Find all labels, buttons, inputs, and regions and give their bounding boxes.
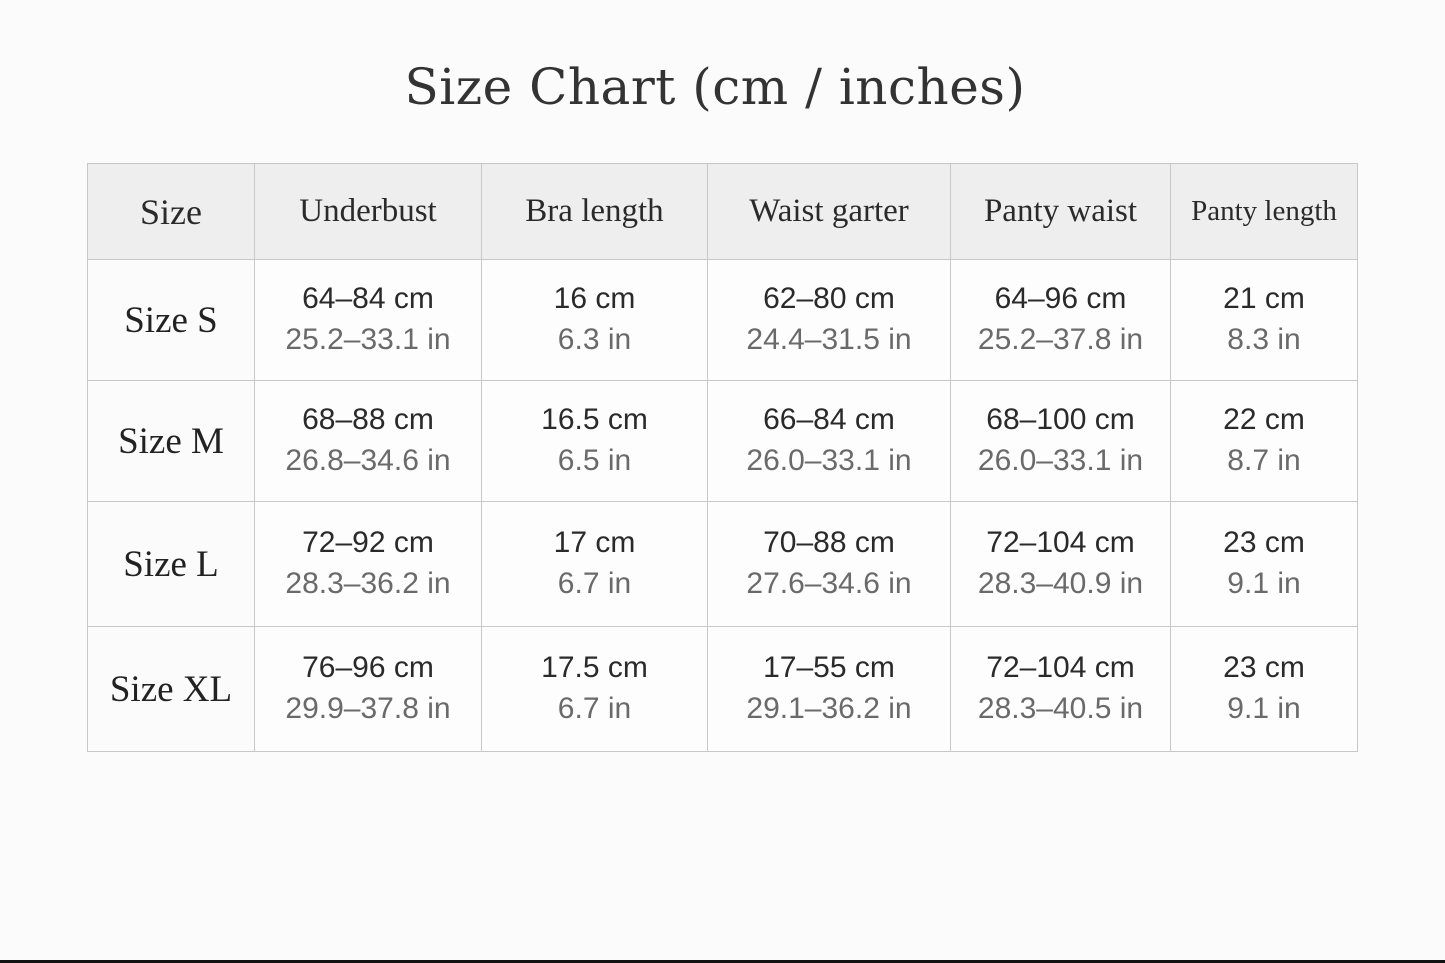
cm-value: 16.5 cm	[541, 403, 648, 436]
inch-value: 8.7 in	[1227, 444, 1301, 477]
measurement-cell: 64–84 cm 25.2–33.1 in	[254, 259, 482, 381]
page-title: Size Chart (cm / inches)	[404, 58, 1026, 116]
header-size: Size	[87, 163, 255, 260]
measurement-cell: 66–84 cm 26.0–33.1 in	[707, 380, 951, 502]
measurement-cell: 72–104 cm 28.3–40.9 in	[950, 501, 1171, 627]
header-panty-length: Panty length	[1170, 163, 1358, 260]
cm-value: 68–88 cm	[302, 403, 434, 436]
cm-value: 76–96 cm	[302, 651, 434, 684]
cm-value: 72–92 cm	[302, 526, 434, 559]
inch-value: 29.1–36.2 in	[746, 692, 912, 725]
measurement-cell: 76–96 cm 29.9–37.8 in	[254, 626, 482, 752]
cm-value: 23 cm	[1223, 651, 1305, 684]
inch-value: 26.0–33.1 in	[746, 444, 912, 477]
inch-value: 6.5 in	[557, 444, 632, 477]
cm-value: 17–55 cm	[763, 651, 895, 684]
cm-value: 17 cm	[553, 526, 636, 559]
size-label: Size M	[87, 380, 255, 502]
inch-value: 25.2–33.1 in	[285, 323, 451, 356]
cm-value: 17.5 cm	[541, 651, 648, 684]
measurement-cell: 23 cm 9.1 in	[1170, 626, 1358, 752]
measurement-cell: 22 cm 8.7 in	[1170, 380, 1358, 502]
cm-value: 64–96 cm	[994, 282, 1127, 315]
size-label: Size XL	[87, 626, 255, 752]
size-chart-table: Size Underbust Bra length Waist garter P…	[87, 163, 1358, 752]
measurement-cell: 21 cm 8.3 in	[1170, 259, 1358, 381]
inch-value: 9.1 in	[1227, 567, 1301, 600]
bottom-border	[0, 960, 1445, 963]
inch-value: 25.2–37.8 in	[977, 323, 1144, 356]
cm-value: 66–84 cm	[763, 403, 895, 436]
header-row: Size Underbust Bra length Waist garter P…	[87, 163, 1358, 260]
measurement-cell: 62–80 cm 24.4–31.5 in	[707, 259, 951, 381]
inch-value: 26.8–34.6 in	[285, 444, 451, 477]
cm-value: 22 cm	[1223, 403, 1305, 436]
cm-value: 64–84 cm	[302, 282, 434, 315]
cm-value: 68–100 cm	[986, 403, 1135, 436]
inch-value: 27.6–34.6 in	[746, 567, 912, 600]
measurement-cell: 72–92 cm 28.3–36.2 in	[254, 501, 482, 627]
measurement-cell: 64–96 cm 25.2–37.8 in	[950, 259, 1171, 381]
inch-value: 9.1 in	[1227, 692, 1301, 725]
inch-value: 29.9–37.8 in	[285, 692, 451, 725]
inch-value: 24.4–31.5 in	[746, 323, 912, 356]
header-panty-waist: Panty waist	[950, 163, 1171, 260]
header-waist-garter: Waist garter	[707, 163, 951, 260]
header-bra-length: Bra length	[481, 163, 708, 260]
cm-value: 70–88 cm	[763, 526, 895, 559]
measurement-cell: 68–100 cm 26.0–33.1 in	[950, 380, 1171, 502]
table-row: Size XL 76–96 cm 29.9–37.8 in 17.5 cm 6.7 in…	[87, 626, 1358, 752]
cm-value: 62–80 cm	[763, 282, 895, 315]
measurement-cell: 16.5 cm 6.5 in	[481, 380, 708, 502]
cm-value: 72–104 cm	[986, 526, 1135, 559]
size-label: Size L	[87, 501, 255, 627]
inch-value: 28.3–40.5 in	[977, 692, 1144, 725]
header-underbust: Underbust	[254, 163, 482, 260]
inch-value: 28.3–36.2 in	[285, 567, 451, 600]
inch-value: 26.0–33.1 in	[977, 444, 1144, 477]
measurement-cell: 68–88 cm 26.8–34.6 in	[254, 380, 482, 502]
inch-value: 28.3–40.9 in	[977, 567, 1144, 600]
inch-value: 6.3 in	[557, 323, 632, 356]
inch-value: 6.7 in	[557, 692, 632, 725]
measurement-cell: 23 cm 9.1 in	[1170, 501, 1358, 627]
inch-value: 8.3 in	[1227, 323, 1301, 356]
table-row: Size S 64–84 cm 25.2–33.1 in 16 cm 6.3 in 62–…	[87, 259, 1358, 381]
measurement-cell: 70–88 cm 27.6–34.6 in	[707, 501, 951, 627]
inch-value: 6.7 in	[557, 567, 632, 600]
cm-value: 72–104 cm	[986, 651, 1135, 684]
measurement-cell: 17–55 cm 29.1–36.2 in	[707, 626, 951, 752]
cm-value: 16 cm	[553, 282, 636, 315]
table-row: Size M 68–88 cm 26.8–34.6 in 16.5 cm 6.5 in 6…	[87, 380, 1358, 502]
table-row: Size L 72–92 cm 28.3–36.2 in 17 cm 6.7 in 70–…	[87, 501, 1358, 627]
cm-value: 21 cm	[1223, 282, 1305, 315]
measurement-cell: 17.5 cm 6.7 in	[481, 626, 708, 752]
measurement-cell: 16 cm 6.3 in	[481, 259, 708, 381]
size-label: Size S	[87, 259, 255, 381]
cm-value: 23 cm	[1223, 526, 1305, 559]
measurement-cell: 72–104 cm 28.3–40.5 in	[950, 626, 1171, 752]
measurement-cell: 17 cm 6.7 in	[481, 501, 708, 627]
